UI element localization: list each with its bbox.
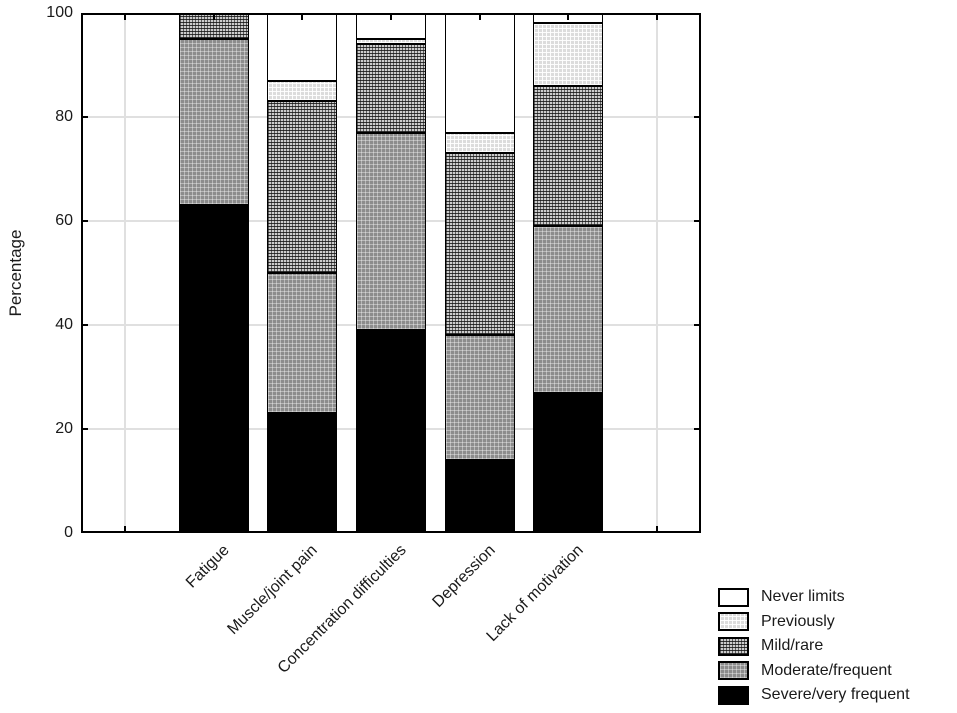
y-axis-tick-right [694, 116, 699, 118]
legend-item: Never limits [718, 585, 910, 610]
y-axis-tick [83, 428, 88, 430]
y-tick-label: 40 [55, 316, 73, 333]
x-axis-tick-top [301, 15, 304, 20]
legend-swatch-never [718, 587, 749, 607]
legend: Never limits Previously Mild/rare Moderate/… [718, 585, 910, 708]
x-axis-tick-top [390, 15, 392, 20]
tick-layer [81, 13, 701, 533]
y-axis-tick-right [694, 13, 699, 15]
legend-label: Severe/very frequent [761, 686, 910, 704]
y-axis-tick [83, 116, 88, 118]
legend-swatch-previously [718, 612, 749, 632]
bar-segment [533, 392, 604, 533]
y-axis-tick [83, 13, 88, 15]
bar-segment [267, 273, 338, 414]
legend-label: Moderate/frequent [761, 661, 892, 679]
legend-label: Previously [761, 612, 835, 630]
x-axis-tick-top [212, 15, 215, 20]
legend-item: Severe/very frequent [718, 683, 910, 708]
y-tick-label: 60 [55, 212, 73, 229]
bar-segment [267, 80, 338, 102]
bar-segment [267, 413, 338, 533]
legend-swatch-mild [718, 636, 749, 656]
legend-swatch-moderate [718, 661, 749, 681]
bar-segment [267, 101, 338, 273]
x-axis-tick-bottom [478, 526, 481, 531]
x-axis-tick-top [478, 15, 481, 20]
vertical-gridline [655, 13, 658, 533]
bar-segment [178, 39, 249, 206]
y-tick-label: 20 [55, 420, 73, 437]
bar-segment [533, 23, 604, 86]
bar-segment [178, 205, 249, 533]
bar-segment [444, 13, 515, 133]
y-tick-label: 100 [46, 4, 73, 21]
bar-segment [444, 153, 515, 336]
x-axis-tick-top [567, 15, 570, 20]
x-axis-tick-bottom [212, 526, 215, 531]
y-axis-tick-right [694, 324, 699, 326]
x-axis-tick-bottom [655, 526, 658, 531]
bar-segment [356, 39, 426, 45]
y-tick-label: 0 [64, 524, 73, 541]
vertical-gridline [124, 13, 127, 533]
bar-segment [444, 335, 515, 461]
y-axis-tick [83, 324, 88, 326]
y-axis-tick-right [694, 220, 699, 222]
bar-segment [356, 132, 426, 331]
x-axis-tick-top [124, 15, 127, 20]
bar-layer [81, 13, 701, 533]
y-axis-tick [83, 220, 88, 222]
y-tick-label: 80 [55, 108, 73, 125]
bar-segment [356, 330, 426, 533]
legend-swatch-severe [718, 685, 749, 705]
y-axis-tick [83, 531, 88, 533]
x-axis-tick-bottom [124, 526, 127, 531]
x-axis-tick-bottom [301, 526, 304, 531]
plot-area [81, 13, 701, 533]
x-axis-tick-bottom [567, 526, 570, 531]
bar-segment [533, 85, 604, 227]
bar-segment [356, 44, 426, 133]
x-category-label: Fatigue [182, 541, 233, 592]
legend-label: Never limits [761, 588, 845, 606]
legend-item: Moderate/frequent [718, 659, 910, 684]
x-axis-tick-top [655, 15, 658, 20]
legend-item: Previously [718, 610, 910, 635]
y-axis-tick-right [694, 428, 699, 430]
y-axis-tick-right [694, 531, 699, 533]
bar-segment [444, 132, 515, 154]
x-axis-tick-bottom [390, 526, 392, 531]
legend-item: Mild/rare [718, 634, 910, 659]
legend-label: Mild/rare [761, 637, 824, 655]
bar-segment [444, 460, 515, 533]
bar-segment [533, 226, 604, 393]
